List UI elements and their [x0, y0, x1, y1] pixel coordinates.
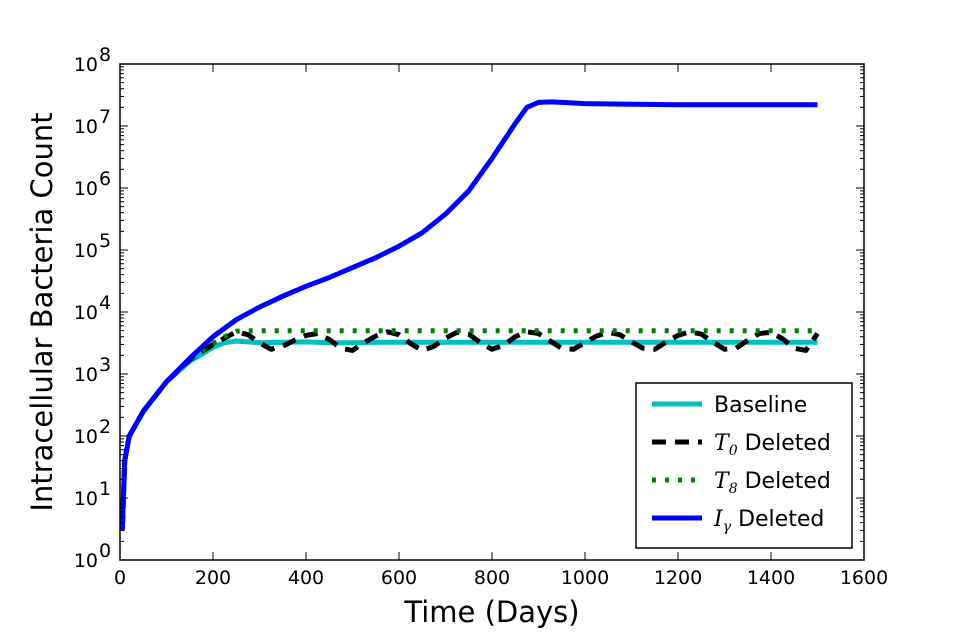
legend-label-3: Iγ Deleted: [713, 507, 824, 535]
y-tick-label-0: 10: [74, 550, 98, 572]
y-tick-exponent-6: 6: [99, 168, 111, 190]
legend-label-0: Baseline: [714, 393, 807, 418]
y-tick-label-5: 10: [74, 240, 98, 262]
y-tick-label-1: 10: [74, 488, 98, 510]
y-tick-exponent-1: 1: [99, 478, 111, 500]
legend-label-1: T0 Deleted: [714, 431, 831, 459]
x-tick-label-6: 1200: [654, 567, 702, 589]
y-tick-exponent-2: 2: [99, 416, 111, 438]
x-axis-label: Time (Days): [403, 595, 579, 629]
x-tick-label-5: 1000: [561, 567, 609, 589]
x-tick-label-1: 200: [195, 567, 231, 589]
y-tick-exponent-7: 7: [99, 106, 111, 128]
x-tick-label-2: 400: [288, 567, 324, 589]
y-tick-label-2: 10: [74, 426, 98, 448]
series-line-1: [119, 329, 820, 531]
y-tick-label-4: 10: [74, 302, 98, 324]
y-tick-exponent-3: 3: [99, 354, 111, 376]
legend: Baseline T0 Deleted T8 Deleted Iγ Deleted: [635, 382, 853, 549]
y-tick-label-7: 10: [74, 116, 98, 138]
y-axis-label: Intracellular Bacteria Count: [25, 112, 59, 511]
y-tick-label-8: 10: [74, 54, 98, 76]
y-tick-exponent-4: 4: [99, 292, 111, 314]
y-tick-exponent-8: 8: [99, 44, 111, 66]
x-tick-label-7: 1400: [747, 567, 795, 589]
x-tick-label-3: 600: [381, 567, 417, 589]
x-tick-label-0: 0: [114, 567, 126, 589]
y-tick-label-6: 10: [74, 178, 98, 200]
y-tick-label-3: 10: [74, 364, 98, 386]
legend-label-2: T8 Deleted: [714, 469, 831, 497]
x-tick-label-8: 1600: [840, 567, 888, 589]
y-tick-exponent-5: 5: [99, 230, 111, 252]
x-tick-label-4: 800: [474, 567, 510, 589]
series-line-3: [119, 99, 818, 531]
y-tick-exponent-0: 0: [99, 540, 111, 562]
series-layer: [119, 99, 820, 531]
